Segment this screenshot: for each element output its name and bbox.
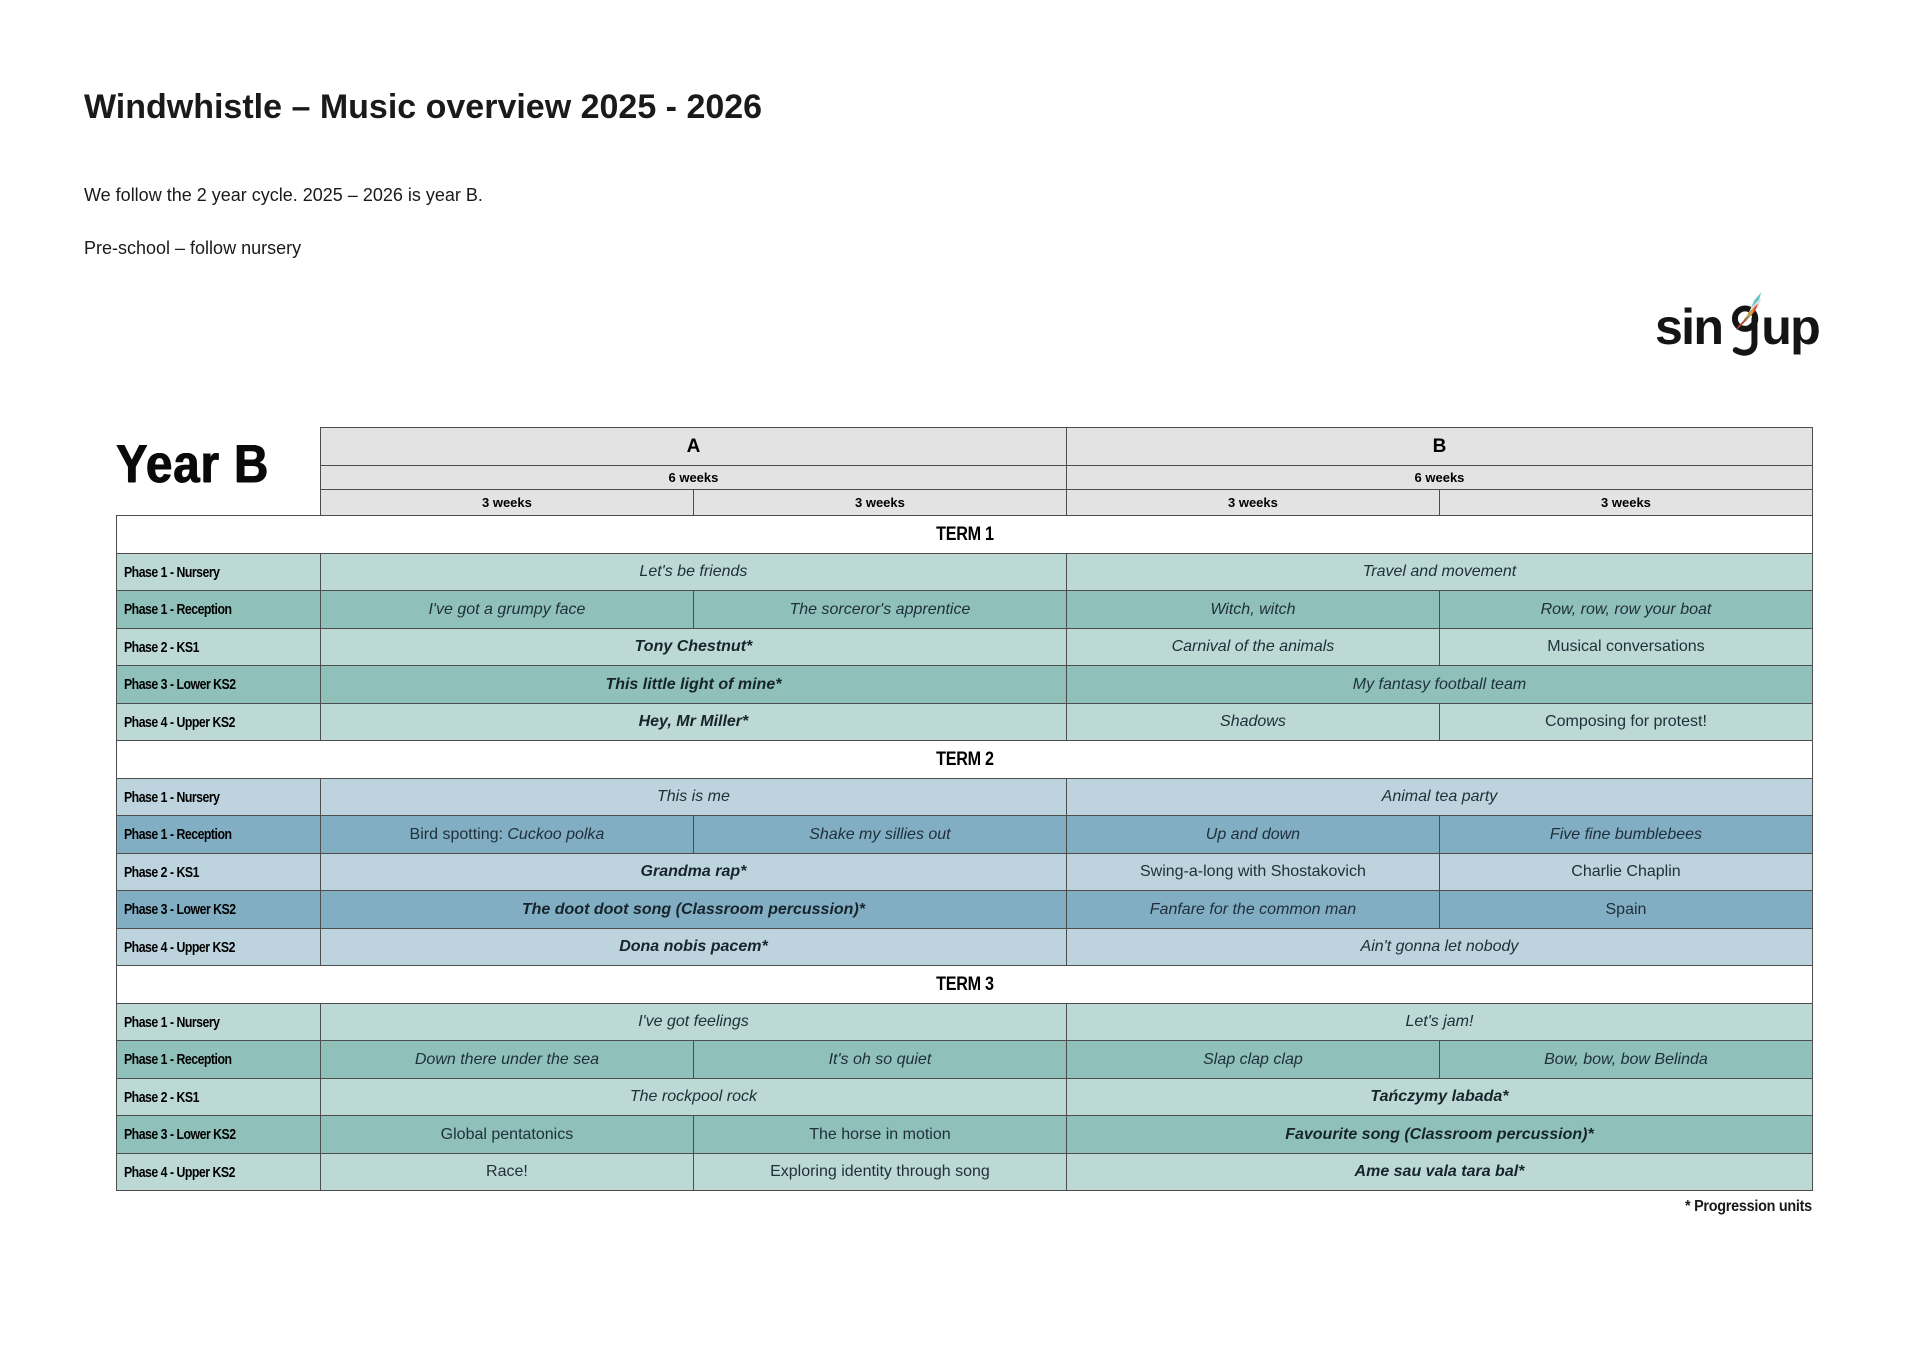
svg-text:sin: sin (1655, 299, 1722, 355)
svg-text:up: up (1761, 299, 1819, 355)
